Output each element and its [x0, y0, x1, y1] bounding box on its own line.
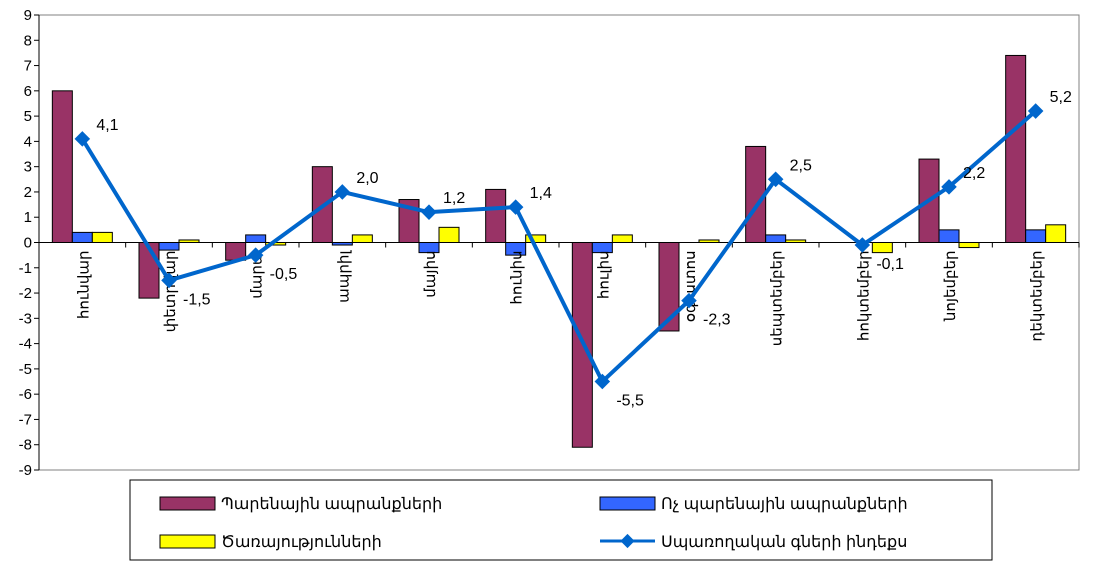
category-label: մայիս [422, 251, 439, 298]
legend-label-food: Պարենային ապրանքների [221, 496, 442, 513]
y-tick-label: 4 [24, 133, 32, 150]
bar [52, 91, 72, 243]
legend-label-nonfood: Ոչ պարենային ապրանքների [661, 496, 908, 513]
category-label: նոյեմբեր [942, 251, 959, 323]
category-label: հուլիս [595, 251, 612, 300]
bar [699, 240, 719, 243]
bar [872, 243, 892, 253]
y-tick-label: 7 [24, 58, 32, 75]
y-tick-label: 6 [24, 83, 32, 100]
category-label: դեկտեմբեր [1029, 251, 1046, 342]
bar [1026, 230, 1046, 243]
legend-swatch-nonfood [600, 497, 655, 510]
bar [959, 243, 979, 248]
cpi-data-label: -2,3 [703, 312, 731, 329]
y-tick-label: 9 [24, 7, 32, 24]
legend-label-cpi: Սպառողական գների ինդեքս [661, 534, 907, 551]
bar [1046, 225, 1066, 243]
legend-swatch-food [160, 497, 215, 510]
plot-area: 9 8 7 6 5 4 3 2 1 0 -1 -2 -3 -4 -5 -6 -7 -8 -9 հունվար փետրվ… [19, 7, 1079, 479]
y-tick-label: -3 [19, 310, 32, 327]
cpi-data-label: 2,2 [963, 165, 985, 182]
bar [1006, 55, 1026, 242]
cpi-data-label: 5,2 [1050, 89, 1072, 106]
cpi-data-label: -1,5 [183, 291, 211, 308]
legend: Պարենային ապրանքների Ոչ պարենային ապրանք… [130, 480, 992, 560]
legend-swatch-services [160, 535, 215, 548]
y-tick-label: 0 [24, 235, 32, 252]
legend-label-services: Ծառայությունների [221, 534, 382, 551]
y-tick-label: -2 [19, 285, 32, 302]
y-tick-label: 5 [24, 108, 32, 125]
category-label: սեպտեմբեր [769, 251, 786, 347]
cpi-data-label: 1,2 [443, 190, 465, 207]
y-tick-label: -5 [19, 361, 32, 378]
bar [246, 235, 266, 243]
category-label: հունիս [509, 251, 526, 305]
y-tick-label: -1 [19, 260, 32, 277]
bar [92, 232, 112, 242]
cpi-data-label: 2,0 [356, 170, 378, 187]
bar [439, 227, 459, 242]
bar [939, 230, 959, 243]
bar [159, 243, 179, 251]
bar [766, 235, 786, 243]
y-tick-label: -4 [19, 336, 32, 353]
category-label: փետրվար [162, 251, 179, 333]
y-tick-label: -8 [19, 437, 32, 454]
y-tick-label: 1 [24, 209, 32, 226]
bar [612, 235, 632, 243]
cpi-data-label: -0,5 [270, 266, 298, 283]
cpi-data-label: 1,4 [530, 185, 552, 202]
y-tick-label: 3 [24, 159, 32, 176]
bar [179, 240, 199, 243]
bar [72, 232, 92, 242]
bar [486, 189, 506, 242]
bar [352, 235, 372, 243]
cpi-data-label: 2,5 [790, 157, 812, 174]
category-label: ապրիլ [335, 250, 352, 303]
y-tick-label: 8 [24, 32, 32, 49]
bar [786, 240, 806, 243]
bar [332, 243, 352, 246]
y-tick-label: -6 [19, 386, 32, 403]
cpi-data-label: -5,5 [616, 393, 644, 410]
cpi-data-label: -0,1 [876, 256, 904, 273]
cpi-data-label: 4,1 [96, 117, 118, 134]
category-label: օգոստոս [682, 251, 699, 323]
category-label: հունվար [75, 251, 92, 320]
y-tick-label: 2 [24, 184, 32, 201]
y-tick-label: -7 [19, 411, 32, 428]
category-label: հոկտեմբեր [855, 251, 872, 342]
y-tick-label: -9 [19, 462, 32, 479]
